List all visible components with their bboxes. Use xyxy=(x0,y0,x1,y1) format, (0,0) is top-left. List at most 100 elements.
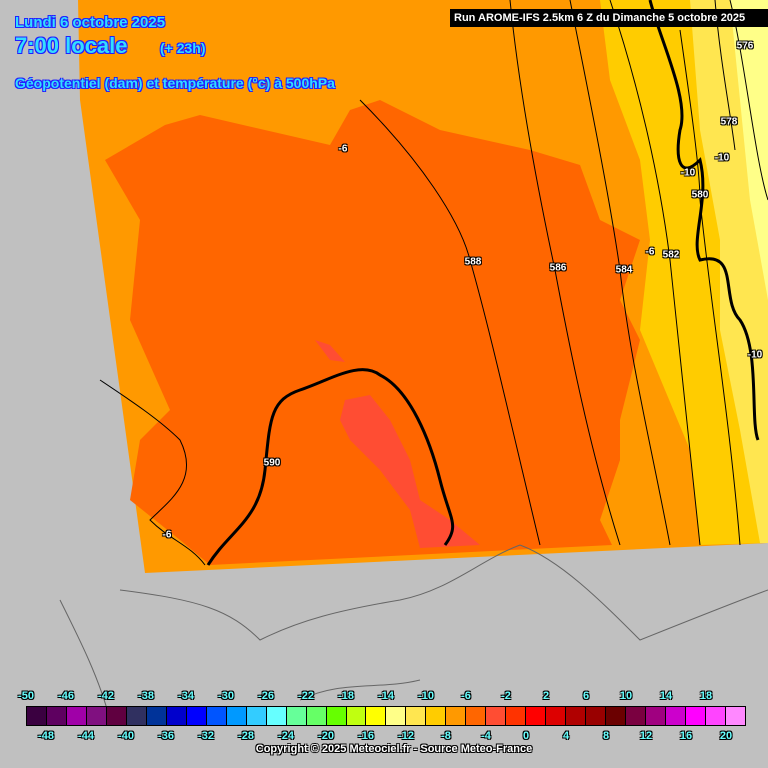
legend-label: 6 xyxy=(582,690,590,702)
contour-label: 582 xyxy=(662,249,680,261)
forecast-date: Lundi 6 octobre 2025 xyxy=(15,14,166,31)
legend-label: -30 xyxy=(218,690,234,702)
run-banner: Run AROME-IFS 2.5km 6 Z du Dimanche 5 oc… xyxy=(450,9,768,27)
legend-swatch xyxy=(346,707,367,725)
legend-label: -46 xyxy=(58,690,74,702)
legend-label: -26 xyxy=(258,690,274,702)
legend-label: -14 xyxy=(378,690,394,702)
lead-time: (+ 23h) xyxy=(160,40,206,56)
copyright: Copyright © 2025 Meteociel.fr - Source M… xyxy=(255,743,533,755)
legend-swatch xyxy=(366,707,387,725)
legend-swatch xyxy=(426,707,447,725)
contour-label: -6 xyxy=(645,246,655,258)
legend-label: -20 xyxy=(318,730,334,742)
legend-label: -6 xyxy=(461,690,471,702)
legend-swatch xyxy=(286,707,307,725)
legend-label: 12 xyxy=(639,730,653,742)
contour-label: 580 xyxy=(691,189,709,201)
contour-582 xyxy=(609,0,701,546)
contour-label: -10 xyxy=(747,349,763,361)
legend-swatch xyxy=(226,707,247,725)
legend-label: -48 xyxy=(38,730,54,742)
legend-swatch xyxy=(386,707,407,725)
legend-label: -36 xyxy=(158,730,174,742)
contour-label: -6 xyxy=(162,529,172,541)
contour-label: 584 xyxy=(615,264,633,276)
legend-swatch xyxy=(27,707,47,725)
temperature-field-minus4 xyxy=(105,100,640,565)
legend-swatch xyxy=(606,707,627,725)
legend-label: -18 xyxy=(338,690,354,702)
legend-label: 10 xyxy=(619,690,633,702)
legend-swatch xyxy=(166,707,187,725)
contour-label: -10 xyxy=(714,152,730,164)
legend-label: -4 xyxy=(481,730,491,742)
legend-swatch xyxy=(406,707,427,725)
contour-584 xyxy=(569,0,671,546)
legend-swatch xyxy=(466,707,487,725)
legend-swatch xyxy=(526,707,547,725)
temperature-field-minus2 xyxy=(340,395,480,548)
legend-label: -22 xyxy=(298,690,314,702)
isotherm-minus6 xyxy=(99,379,206,566)
contour-label: -10 xyxy=(680,167,696,179)
legend-swatch xyxy=(146,707,167,725)
legend-swatch xyxy=(126,707,147,725)
legend-label: 20 xyxy=(719,730,733,742)
legend-label: -10 xyxy=(418,690,434,702)
legend-label: 4 xyxy=(562,730,570,742)
contour-590 xyxy=(206,368,455,566)
contour-label: 590 xyxy=(263,457,281,469)
legend-swatch xyxy=(725,707,745,725)
legend-label: -12 xyxy=(398,730,414,742)
legend-label: -50 xyxy=(18,690,34,702)
legend-swatch xyxy=(506,707,527,725)
temperature-field-minus12 xyxy=(730,0,768,300)
legend-swatch xyxy=(66,707,87,725)
legend-swatch xyxy=(246,707,267,725)
legend-label: -8 xyxy=(441,730,451,742)
isotherm-minus10 xyxy=(648,0,760,441)
legend-label: 8 xyxy=(602,730,610,742)
contour-label: 588 xyxy=(464,256,482,268)
legend-swatch xyxy=(106,707,127,725)
legend-swatch xyxy=(626,707,647,725)
legend-swatch xyxy=(186,707,207,725)
legend-swatch xyxy=(326,707,347,725)
legend-label: 0 xyxy=(522,730,530,742)
legend-label: -28 xyxy=(238,730,254,742)
contour-580 xyxy=(679,29,741,546)
legend-label: -16 xyxy=(358,730,374,742)
legend-label: -38 xyxy=(138,690,154,702)
legend-swatch xyxy=(306,707,327,725)
legend-label: -42 xyxy=(98,690,114,702)
color-legend xyxy=(26,706,746,726)
contour-label: -6 xyxy=(338,143,348,155)
legend-swatch xyxy=(586,707,607,725)
forecast-time: 7:00 locale xyxy=(15,33,128,58)
legend-swatch xyxy=(206,707,227,725)
legend-label: 18 xyxy=(699,690,713,702)
legend-label: -44 xyxy=(78,730,94,742)
legend-label: 16 xyxy=(679,730,693,742)
legend-label: 2 xyxy=(542,690,550,702)
legend-swatch xyxy=(446,707,467,725)
legend-swatch xyxy=(646,707,666,725)
legend-swatch xyxy=(266,707,287,725)
legend-swatch xyxy=(86,707,107,725)
legend-label: -40 xyxy=(118,730,134,742)
contour-label: 586 xyxy=(549,262,567,274)
legend-label: 14 xyxy=(659,690,673,702)
temperature-field-minus2 xyxy=(315,340,345,362)
legend-swatch xyxy=(705,707,726,725)
legend-swatch xyxy=(666,707,686,725)
contour-label: 576 xyxy=(736,40,754,52)
contour-label: 578 xyxy=(720,116,738,128)
legend-swatch xyxy=(546,707,567,725)
contour-588 xyxy=(359,99,541,546)
legend-label: -24 xyxy=(278,730,294,742)
legend-label: -32 xyxy=(198,730,214,742)
parameter-title: Géopotentiel (dam) et température (°c) à… xyxy=(15,75,335,91)
legend-swatch xyxy=(486,707,507,725)
